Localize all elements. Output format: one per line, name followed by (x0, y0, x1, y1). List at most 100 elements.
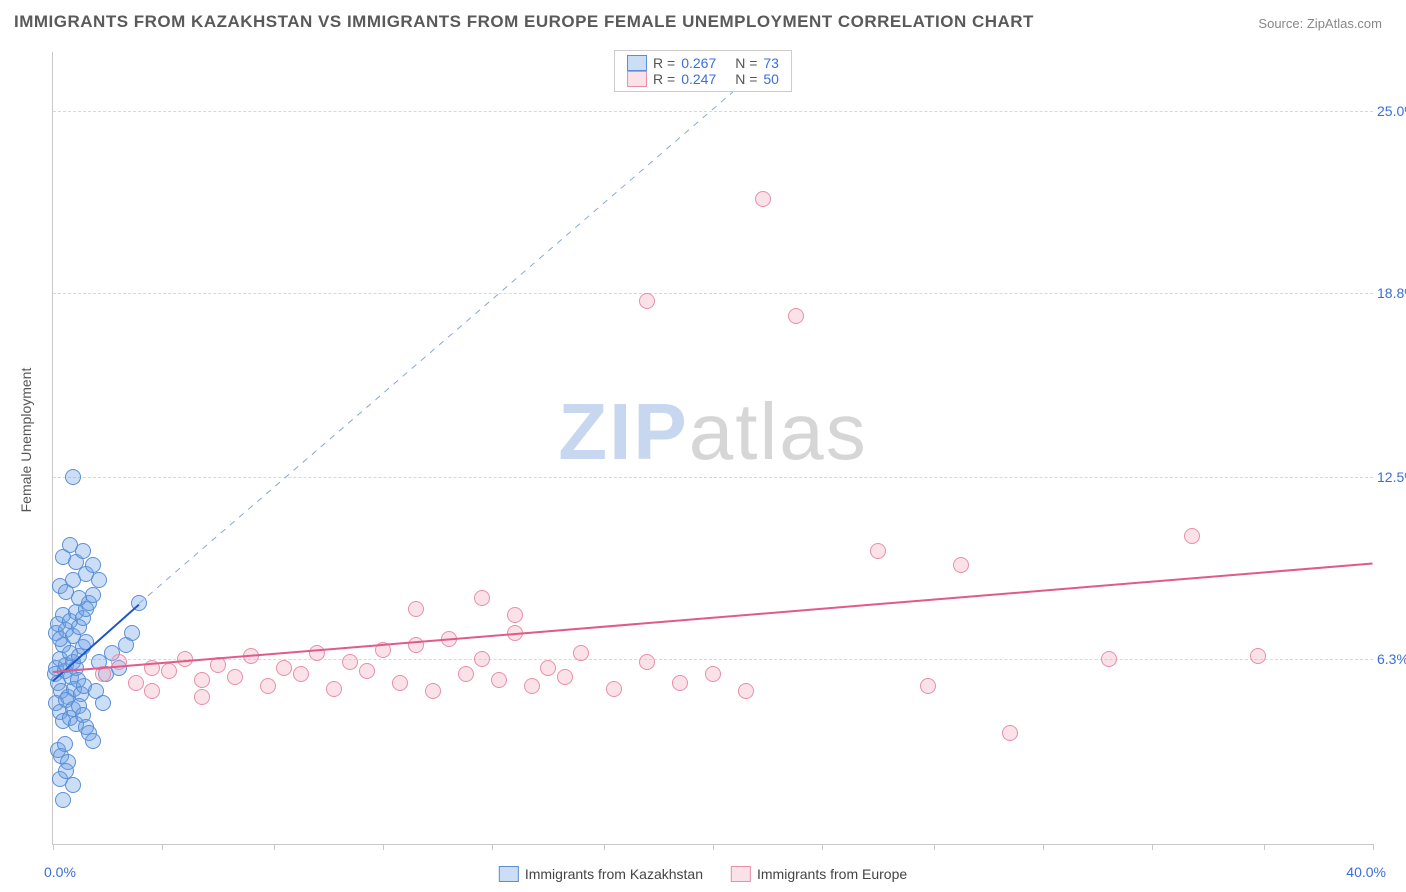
x-tick (1264, 844, 1265, 850)
legend-series-label: Immigrants from Europe (757, 866, 907, 882)
legend-swatch (499, 866, 519, 882)
series-legend: Immigrants from Kazakhstan Immigrants fro… (499, 866, 907, 882)
trend-line-extension (138, 52, 779, 604)
data-point (491, 672, 507, 688)
correlation-legend: R = 0.267 N = 73 R = 0.247 N = 50 (614, 50, 792, 92)
y-axis-label: Female Unemployment (18, 368, 34, 513)
x-tick (822, 844, 823, 850)
watermark: ZIPatlas (558, 386, 867, 478)
data-point (342, 654, 358, 670)
data-point (540, 660, 556, 676)
data-point (408, 637, 424, 653)
x-tick (713, 844, 714, 850)
legend-r-label: R = (653, 55, 675, 71)
data-point (227, 669, 243, 685)
legend-series-item: Immigrants from Europe (731, 866, 907, 882)
x-tick (934, 844, 935, 850)
legend-n-label: N = (735, 55, 757, 71)
data-point (65, 777, 81, 793)
x-tick (1043, 844, 1044, 850)
legend-row: R = 0.247 N = 50 (627, 71, 779, 87)
legend-swatch (627, 55, 647, 71)
data-point (1184, 528, 1200, 544)
data-point (1101, 651, 1117, 667)
legend-series-item: Immigrants from Kazakhstan (499, 866, 703, 882)
grid-line (53, 293, 1373, 294)
grid-line (53, 477, 1373, 478)
data-point (474, 590, 490, 606)
data-point (124, 625, 140, 641)
x-tick (492, 844, 493, 850)
x-tick (383, 844, 384, 850)
watermark-atlas: atlas (689, 387, 868, 476)
data-point (95, 695, 111, 711)
data-point (260, 678, 276, 694)
y-tick-label: 6.3% (1377, 651, 1406, 667)
data-point (75, 543, 91, 559)
source-attribution: Source: ZipAtlas.com (1258, 16, 1382, 31)
x-tick (162, 844, 163, 850)
data-point (870, 543, 886, 559)
legend-n-label: N = (735, 71, 757, 87)
data-point (458, 666, 474, 682)
x-tick (274, 844, 275, 850)
x-tick (53, 844, 54, 850)
data-point (85, 733, 101, 749)
data-point (705, 666, 721, 682)
data-point (573, 645, 589, 661)
data-point (276, 660, 292, 676)
data-point (408, 601, 424, 617)
data-point (194, 672, 210, 688)
data-point (755, 191, 771, 207)
data-point (65, 469, 81, 485)
data-point (128, 675, 144, 691)
x-tick (1152, 844, 1153, 850)
legend-swatch (731, 866, 751, 882)
data-point (524, 678, 540, 694)
data-point (57, 736, 73, 752)
data-point (144, 683, 160, 699)
trend-line (53, 562, 1373, 673)
legend-row: R = 0.267 N = 73 (627, 55, 779, 71)
data-point (309, 645, 325, 661)
data-point (788, 308, 804, 324)
grid-line (53, 111, 1373, 112)
data-point (639, 654, 655, 670)
data-point (672, 675, 688, 691)
data-point (738, 683, 754, 699)
data-point (293, 666, 309, 682)
x-axis-max-label: 40.0% (1346, 864, 1386, 880)
y-tick-label: 18.8% (1377, 285, 1406, 301)
legend-r-label: R = (653, 71, 675, 87)
legend-swatch (627, 71, 647, 87)
data-point (1002, 725, 1018, 741)
data-point (425, 683, 441, 699)
scatter-plot-area: ZIPatlas 6.3%12.5%18.8%25.0% (52, 52, 1373, 845)
data-point (359, 663, 375, 679)
legend-series-label: Immigrants from Kazakhstan (525, 866, 703, 882)
legend-r-value: 0.267 (681, 55, 729, 71)
data-point (953, 557, 969, 573)
x-tick (604, 844, 605, 850)
data-point (920, 678, 936, 694)
data-point (507, 607, 523, 623)
data-point (161, 663, 177, 679)
data-point (194, 689, 210, 705)
watermark-zip: ZIP (558, 387, 688, 476)
data-point (1250, 648, 1266, 664)
legend-n-value: 50 (763, 71, 779, 87)
x-tick (1373, 844, 1374, 850)
data-point (392, 675, 408, 691)
legend-n-value: 73 (763, 55, 779, 71)
data-point (639, 293, 655, 309)
data-point (326, 681, 342, 697)
source-label: Source: (1258, 16, 1303, 31)
data-point (91, 572, 107, 588)
y-tick-label: 25.0% (1377, 103, 1406, 119)
data-point (85, 557, 101, 573)
legend-r-value: 0.247 (681, 71, 729, 87)
source-name: ZipAtlas.com (1307, 16, 1382, 31)
y-tick-label: 12.5% (1377, 469, 1406, 485)
data-point (58, 763, 74, 779)
data-point (557, 669, 573, 685)
